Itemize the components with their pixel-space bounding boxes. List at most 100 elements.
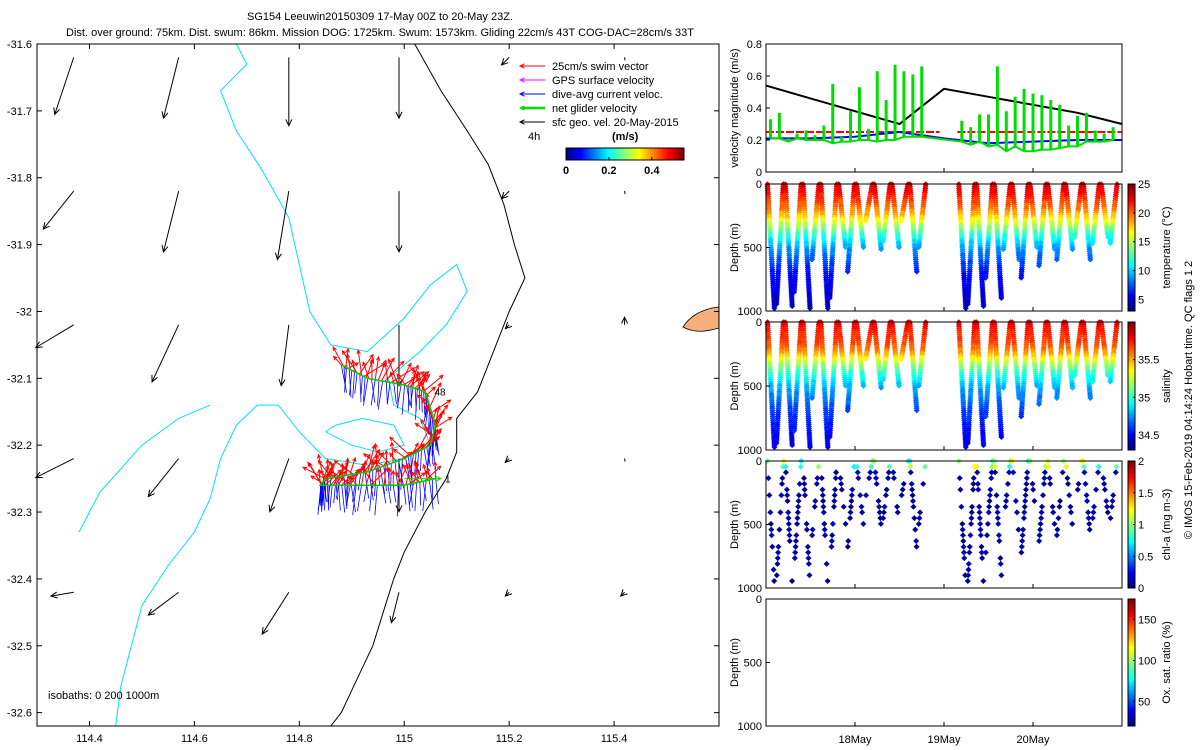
profile-sample — [803, 526, 810, 533]
cbar-strip — [1128, 359, 1135, 361]
cbar-strip — [1128, 692, 1135, 694]
cbar-strip — [1128, 337, 1135, 339]
profile-sample — [1093, 486, 1100, 493]
cbar-strip — [1128, 419, 1135, 421]
dive-avg-current-vector — [423, 391, 426, 415]
cbar-strip — [1128, 461, 1135, 463]
profile-points — [764, 458, 1120, 585]
cbar-strip — [1128, 493, 1135, 495]
geo-velocity-arrow — [501, 190, 510, 200]
profile-sample — [768, 532, 775, 539]
profile-sample — [988, 469, 995, 476]
colorbar-strip — [645, 148, 647, 160]
cbar-strip — [1128, 605, 1135, 607]
geo-velocity-arrow-head — [49, 591, 58, 599]
profile-sample — [976, 509, 983, 516]
profile-sample — [994, 509, 1001, 516]
cbar-strip — [1128, 707, 1135, 709]
profile-sample — [1107, 515, 1114, 522]
profile-sample — [813, 480, 820, 487]
geo-velocity-arrow — [54, 57, 75, 115]
cbar-strip — [1128, 233, 1135, 235]
swim-vector — [384, 363, 389, 383]
cbar-strip — [1128, 560, 1135, 562]
profile-sample — [1089, 515, 1096, 522]
cbar-strip — [1128, 271, 1135, 273]
cbar-strip — [1128, 463, 1135, 465]
profile-sample — [838, 486, 845, 493]
profile-sample — [960, 538, 967, 545]
colorbar-strip — [573, 148, 575, 160]
swim-vector-head — [410, 367, 416, 372]
swim-vector-head — [341, 349, 347, 355]
profile-sample — [1012, 498, 1019, 505]
swim-vector — [346, 354, 351, 370]
cbar-strip — [1128, 421, 1135, 423]
cbar-strip — [1128, 469, 1135, 471]
cbar-strip — [1128, 407, 1135, 409]
colorbar-strip — [600, 148, 602, 160]
cbar-strip — [1128, 722, 1135, 724]
geo-velocity-arrow-head — [278, 378, 286, 387]
cbar-strip — [1128, 489, 1135, 491]
colorbar-strip — [571, 148, 573, 160]
colorbar-strip — [665, 148, 667, 160]
cbar-strip — [1128, 245, 1135, 247]
cbar-strip — [1128, 410, 1135, 412]
cbar-tick-label: 35.5 — [1138, 355, 1159, 367]
swim-vector-head — [389, 371, 394, 377]
profile-sample — [860, 244, 867, 251]
cbar-strip — [1128, 526, 1135, 528]
profile-sample — [1010, 469, 1017, 476]
colorbar-strip — [644, 148, 646, 160]
swim-vector — [396, 373, 407, 386]
profile-sample — [1069, 520, 1076, 527]
cbar-frame — [1127, 183, 1136, 312]
geo-velocity-arrow-head — [504, 455, 513, 464]
time-tick-label: 20May — [1016, 734, 1050, 746]
cbar-strip — [1128, 379, 1135, 381]
cbar-strip — [1128, 184, 1135, 186]
colorbar-strip — [643, 148, 645, 160]
profile-sample — [875, 498, 882, 505]
cbar-strip — [1128, 634, 1135, 636]
cbar-strip — [1128, 508, 1135, 510]
cbar-strip — [1128, 231, 1135, 233]
geo-velocity-arrow — [42, 190, 75, 230]
profile-sample — [980, 303, 987, 310]
profile-sample — [965, 572, 972, 579]
profile-sample — [868, 463, 875, 470]
cbar-strip — [1128, 402, 1135, 404]
profile-sample — [915, 244, 922, 251]
swim-vector-head — [436, 405, 441, 411]
cbar-strip — [1128, 262, 1135, 264]
cbar-strip — [1128, 287, 1135, 289]
map-xtick-label: 115.2 — [496, 733, 523, 745]
cbar-strip — [1128, 577, 1135, 579]
profile-sample — [1000, 246, 1007, 253]
cbar-strip — [1128, 684, 1135, 686]
profile-sample — [1053, 256, 1060, 263]
profile-sample — [847, 515, 854, 522]
cbar-strip — [1128, 296, 1135, 298]
swim-vector — [332, 346, 344, 367]
cbar-strip — [1128, 580, 1135, 582]
colorbar-strip — [629, 148, 631, 160]
colorbar-strip — [634, 148, 636, 160]
colorbar-strip — [663, 148, 665, 160]
profile-sample — [1006, 463, 1013, 470]
profile-sample — [858, 503, 865, 510]
profile-sample — [771, 444, 778, 451]
profile-sample — [1082, 480, 1089, 487]
cbar-strip — [1128, 652, 1135, 654]
colorbar-strip — [581, 148, 583, 160]
geo-velocity-arrow — [151, 324, 180, 383]
profile-sample — [791, 427, 798, 434]
cbar-strip — [1128, 374, 1135, 376]
profile-sample — [819, 492, 826, 499]
cbar-strip — [1128, 409, 1135, 411]
cbar-strip — [1128, 299, 1135, 301]
profile-sample — [959, 520, 966, 527]
cbar-strip — [1128, 329, 1135, 331]
geo-velocity-arrow-head — [161, 111, 169, 120]
